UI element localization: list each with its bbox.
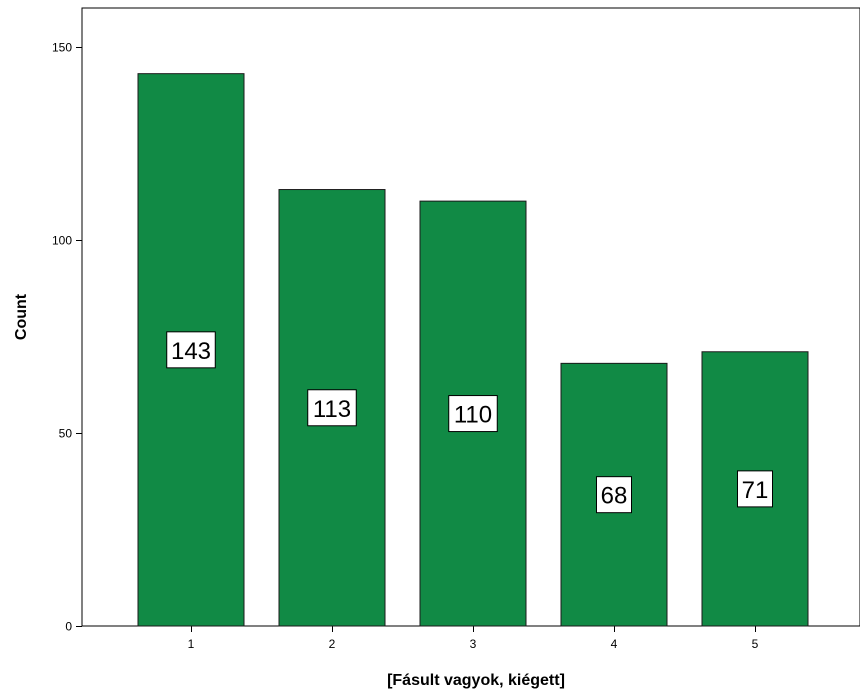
data-labels: 143 113 110 68 71 <box>166 331 773 514</box>
x-tick-label: 5 <box>752 637 759 651</box>
y-tick-label: 50 <box>59 427 73 441</box>
data-label: 71 <box>742 477 769 504</box>
x-tick-label: 2 <box>329 637 336 651</box>
data-label: 110 <box>454 402 492 429</box>
y-axis: 0 50 100 150 <box>52 41 82 634</box>
y-tick-label: 0 <box>65 620 72 634</box>
data-label: 68 <box>601 483 628 510</box>
y-tick-label: 100 <box>52 234 72 248</box>
y-axis-title: Count <box>13 293 30 340</box>
y-tick-label: 150 <box>52 41 72 55</box>
data-label-box <box>596 476 632 514</box>
data-label-box <box>307 389 357 427</box>
x-axis-title: [Fásult vagyok, kiégett] <box>387 672 565 689</box>
data-label-box <box>448 395 498 433</box>
x-tick-label: 1 <box>188 637 195 651</box>
data-label-box <box>737 470 773 508</box>
x-tick-label: 4 <box>611 637 618 651</box>
x-axis: 1 2 3 4 5 <box>188 626 759 651</box>
data-label: 143 <box>171 338 211 365</box>
x-tick-label: 3 <box>470 637 477 651</box>
data-label: 113 <box>313 396 351 423</box>
data-label-box <box>166 331 216 369</box>
